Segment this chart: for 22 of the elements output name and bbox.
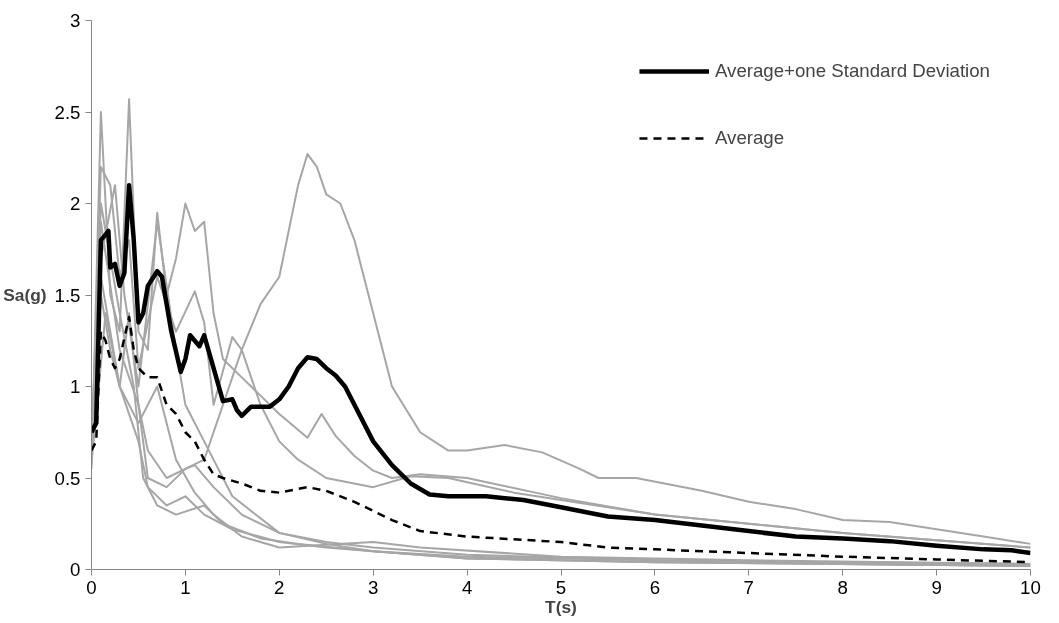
legend-label: Average xyxy=(714,127,785,149)
y-tick-label: 0 xyxy=(70,559,81,580)
y-tick-label: 3 xyxy=(70,10,81,31)
x-tick-label: 7 xyxy=(743,576,754,598)
x-tick-label: 5 xyxy=(555,576,567,598)
x-tick-label: 6 xyxy=(649,576,661,598)
x-tick-label: 10 xyxy=(1020,576,1041,598)
y-axis-title: Sa(g) xyxy=(3,285,47,305)
x-tick-label: 3 xyxy=(368,576,379,598)
x-tick-label: 2 xyxy=(274,576,285,598)
x-tick-label: 4 xyxy=(461,576,473,598)
y-tick-label: 1 xyxy=(70,376,81,397)
x-tick-label: 1 xyxy=(180,576,191,598)
y-tick-label: 1.5 xyxy=(54,284,81,306)
legend-label: Average+one Standard Deviation xyxy=(714,60,990,82)
x-tick-label: 0 xyxy=(86,576,97,598)
y-tick-label: 0.5 xyxy=(54,467,81,489)
y-tick-label: 2.5 xyxy=(54,101,81,123)
x-tick-label: 8 xyxy=(837,576,848,598)
x-tick-label: 9 xyxy=(931,576,942,598)
y-tick-label: 2 xyxy=(70,193,81,214)
x-axis-title: T(s) xyxy=(545,596,577,617)
